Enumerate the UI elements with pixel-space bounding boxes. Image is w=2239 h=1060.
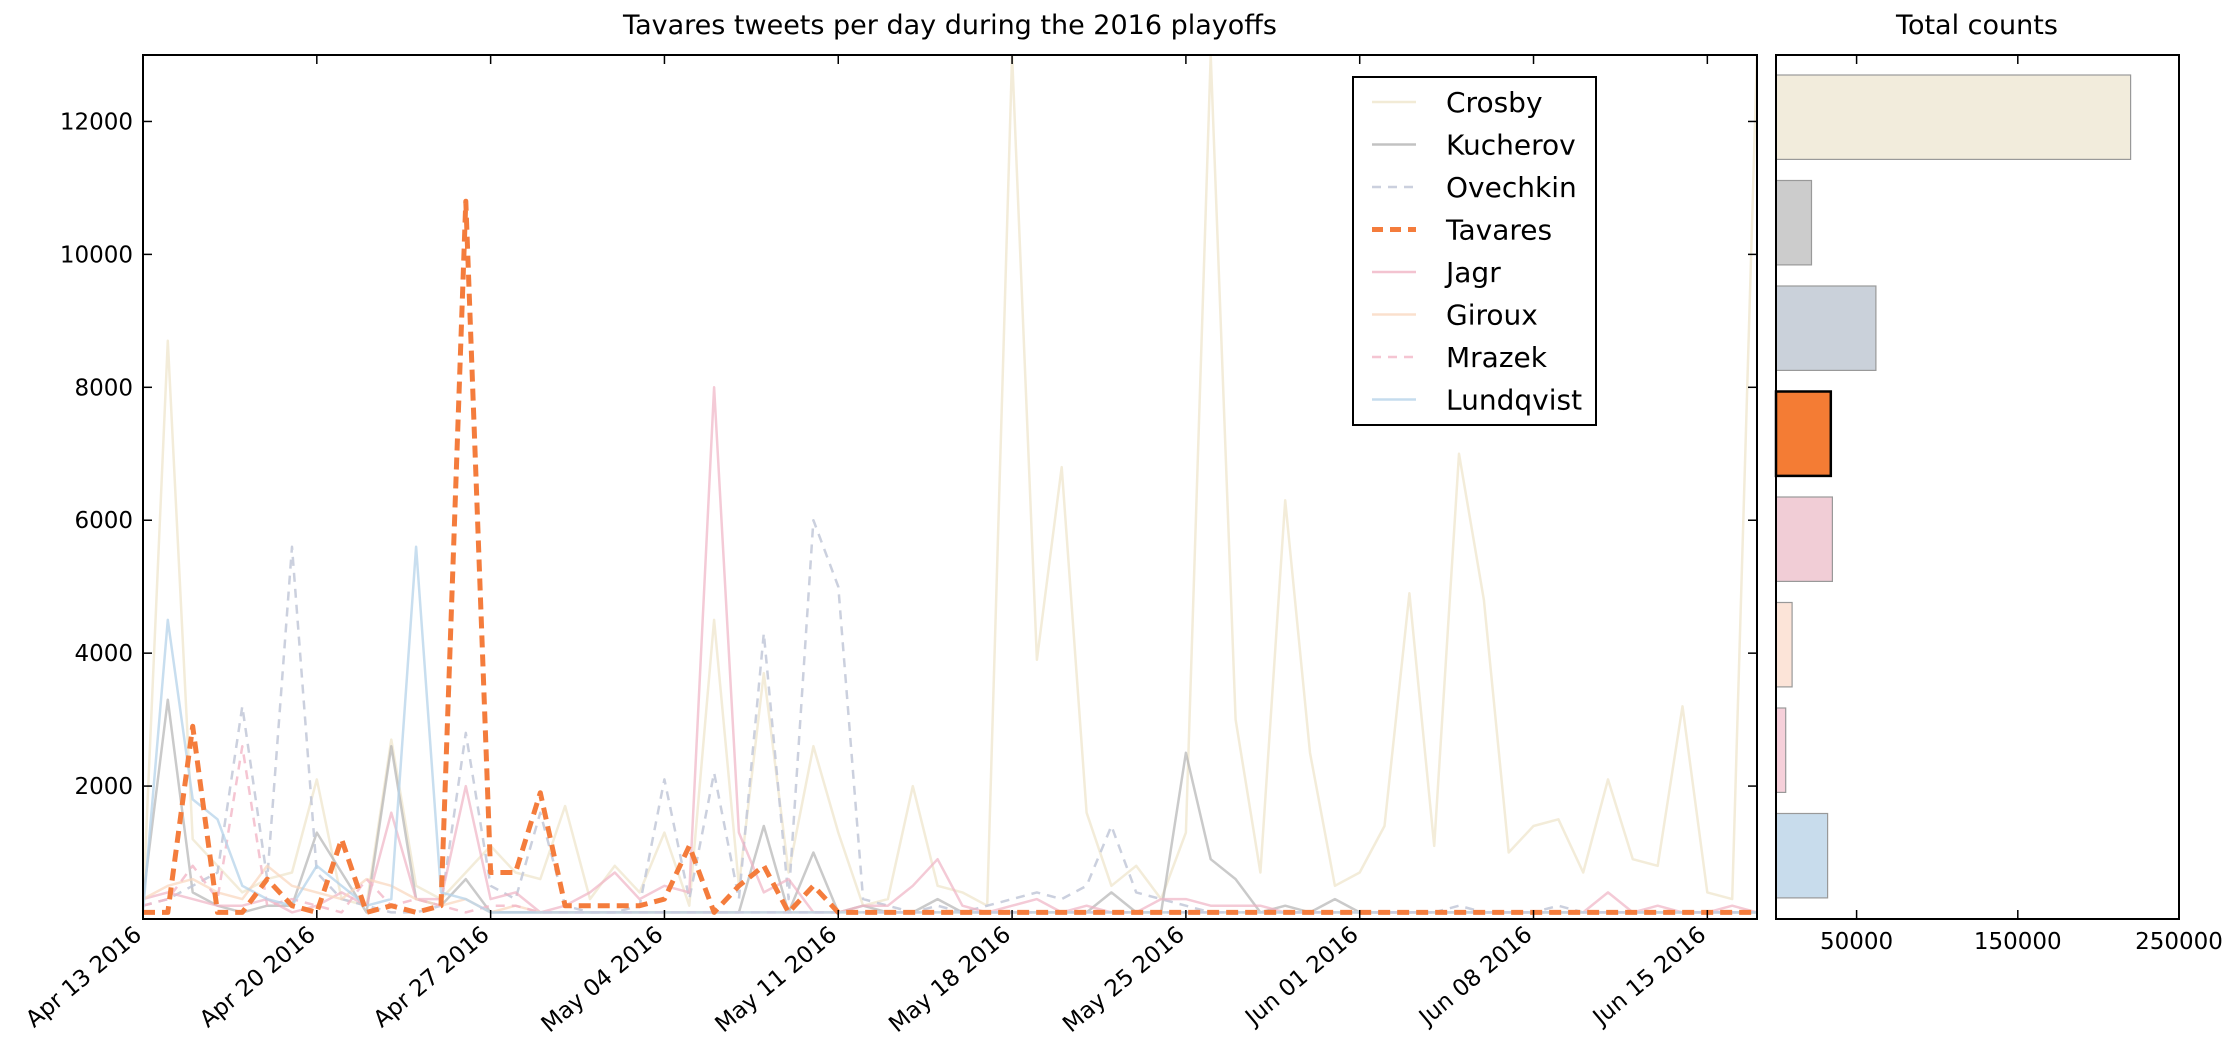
y-tick-label: 8000 — [74, 375, 133, 401]
legend-item-crosby: Crosby — [1372, 86, 1543, 119]
bar-x-tick-label: 150000 — [1974, 929, 2062, 955]
line-series-group — [143, 55, 1757, 915]
y-tick-label: 2000 — [74, 774, 133, 800]
bar-mrazek — [1775, 707, 1787, 794]
y-tick-label: 12000 — [60, 109, 133, 135]
y-tick-label: 10000 — [60, 242, 133, 268]
bar-chart-frame — [1775, 54, 2180, 920]
bar-group — [1774, 74, 2132, 899]
line-y-axis: 2000 4000 6000 8000 10000 12000 — [60, 109, 1757, 800]
bar-giroux — [1775, 601, 1793, 688]
line-chart-title: Tavares tweets per day during the 2016 p… — [622, 10, 1277, 41]
legend-item-jagr: Jagr — [1372, 256, 1501, 289]
legend-item-tavares: Tavares — [1372, 214, 1552, 247]
legend-item-kucherov: Kucherov — [1372, 129, 1576, 162]
bar-x-tick-label: 250000 — [2135, 929, 2223, 955]
bar-chart-title: Total counts — [1895, 10, 2058, 41]
legend-label: Giroux — [1446, 299, 1538, 332]
legend-item-mrazek: Mrazek — [1372, 341, 1548, 374]
bar-ovechkin — [1775, 285, 1877, 372]
legend-label: Ovechkin — [1446, 171, 1577, 204]
legend-item-ovechkin: Ovechkin — [1372, 171, 1577, 204]
bar-lundqvist — [1775, 812, 1829, 899]
legend-box — [1352, 76, 1597, 426]
legend-item-lundqvist: Lundqvist — [1372, 384, 1582, 417]
legend-label: Crosby — [1446, 86, 1543, 119]
bar-crosby — [1775, 74, 2132, 161]
legend: Crosby Kucherov Ovechkin Tavares Jagr Giroux M… — [1352, 76, 1597, 426]
line-chart-frame — [142, 54, 1758, 920]
legend-label: Jagr — [1444, 256, 1501, 289]
y-tick-label: 6000 — [74, 508, 133, 534]
legend-label: Tavares — [1445, 214, 1552, 247]
series-line-crosby — [143, 55, 1757, 907]
legend-label: Kucherov — [1446, 129, 1576, 162]
bar-jagr — [1775, 496, 1834, 583]
bar-x-axis: 50000 150000 250000 — [1820, 55, 2223, 955]
legend-item-giroux: Giroux — [1372, 299, 1538, 332]
legend-label: Lundqvist — [1446, 384, 1582, 417]
legend-label: Mrazek — [1446, 341, 1548, 374]
series-line-tavares — [143, 198, 1757, 915]
bar-tavares — [1774, 390, 1833, 478]
bar-kucherov — [1775, 179, 1813, 266]
bar-x-tick-label: 50000 — [1820, 929, 1893, 955]
y-tick-label: 4000 — [74, 641, 133, 667]
bar-chart: Total counts 50000 150000 250000 — [1774, 10, 2223, 955]
